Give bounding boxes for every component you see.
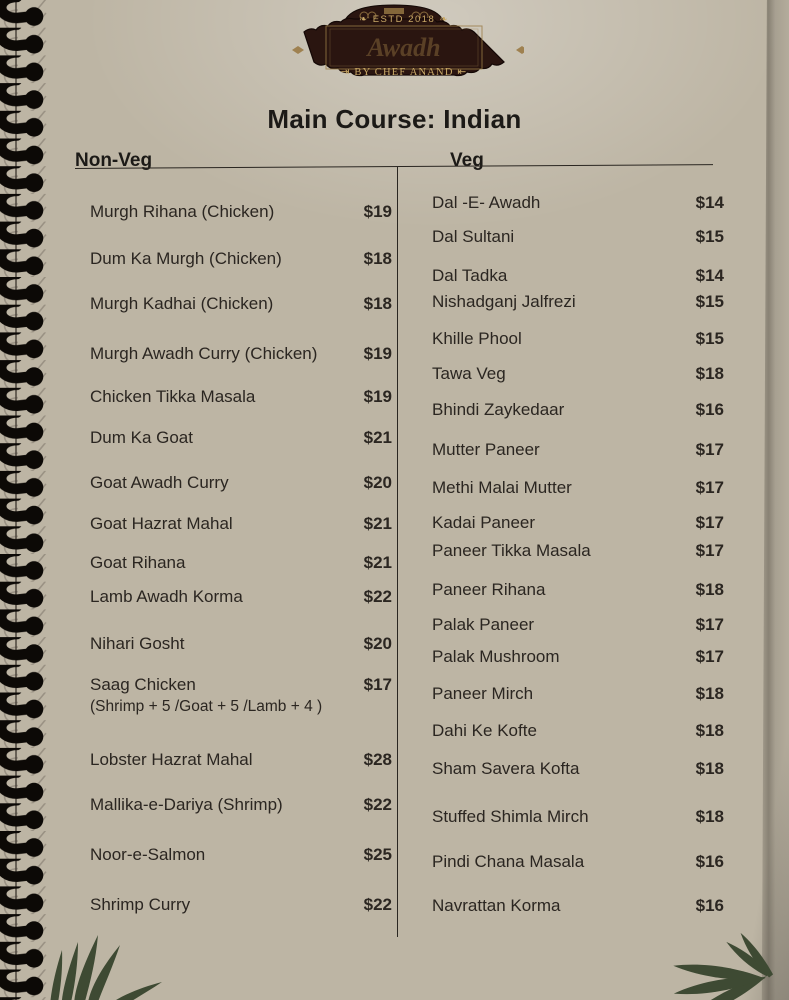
svg-text:❧ ESTD 2018 ❧: ❧ ESTD 2018 ❧ (359, 14, 449, 25)
svg-text:Awadh: Awadh (365, 33, 440, 62)
svg-text:⇥ BY CHEF ANAND ⇤: ⇥ BY CHEF ANAND ⇤ (341, 67, 468, 78)
